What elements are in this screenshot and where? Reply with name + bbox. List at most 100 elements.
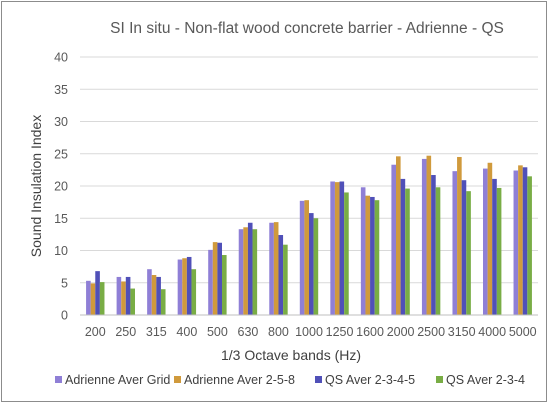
bar-adrienne-aver-2-5-8-250 [121, 281, 126, 315]
bar-qs-aver-2-3-4-250 [130, 288, 135, 315]
x-tick-label: 1600 [356, 325, 384, 339]
bar-qs-aver-2-3-4-5-630 [247, 222, 253, 315]
bar-qs-aver-2-3-4-5-3150 [461, 180, 467, 315]
bar-adrienne-aver-2-5-8-4000 [487, 162, 493, 315]
bar-qs-aver-2-3-4-5-1250 [339, 181, 345, 315]
x-tick-label: 630 [238, 325, 259, 339]
bar-qs-aver-2-3-4-5-1600 [370, 196, 375, 315]
bar-qs-aver-2-3-4-4000 [496, 187, 502, 315]
bar-qs-aver-2-3-4-5-500 [217, 242, 222, 315]
bar-qs-aver-2-3-4-1600 [374, 200, 380, 315]
x-tick-label: 1000 [295, 325, 323, 339]
bar-qs-aver-2-3-4-1000 [313, 218, 319, 315]
bar-adrienne-aver-2-5-8-500 [212, 242, 218, 315]
bars [86, 155, 532, 315]
x-axis-label: 1/3 Octave bands (Hz) [221, 347, 361, 363]
bar-qs-aver-2-3-4-2000 [405, 188, 410, 315]
bar-adrienne-aver-grid-2500 [421, 158, 427, 315]
x-axis-ticks: 200 250 315 400 500 630 800 1000 1250 1600 2000 250… [85, 325, 537, 339]
bar-qs-aver-2-3-4-5-800 [278, 235, 284, 315]
y-tick-label: 30 [54, 115, 68, 129]
bar-adrienne-aver-2-5-8-400 [182, 258, 187, 315]
bar-adrienne-aver-2-5-8-200 [90, 283, 96, 315]
x-tick-label: 200 [85, 325, 106, 339]
x-tick-label: 2000 [387, 325, 415, 339]
bar-adrienne-aver-2-5-8-2000 [396, 156, 401, 315]
legend-swatch [436, 376, 443, 383]
bar-adrienne-aver-grid-1600 [360, 187, 366, 315]
bar-adrienne-aver-2-5-8-630 [243, 227, 248, 315]
bar-adrienne-aver-grid-400 [177, 259, 183, 315]
bar-adrienne-aver-grid-200 [86, 280, 91, 315]
legend-item: QS Aver 2-3-4 [436, 373, 525, 387]
bar-qs-aver-2-3-4-5-5000 [522, 167, 528, 315]
x-tick-label: 1250 [326, 325, 354, 339]
chart-frame: SI In situ - Non-flat wood concrete barr… [1, 1, 547, 402]
bar-adrienne-aver-grid-4000 [483, 168, 488, 315]
bar-qs-aver-2-3-4-5-2500 [431, 175, 436, 315]
bar-qs-aver-2-3-4-800 [283, 244, 288, 315]
legend: Adrienne Aver Grid Adrienne Aver 2-5-8 QS … [55, 373, 525, 387]
legend-item: Adrienne Aver Grid [55, 373, 170, 387]
bar-qs-aver-2-3-4-5000 [527, 176, 532, 315]
y-tick-label: 40 [54, 51, 68, 65]
legend-label: Adrienne Aver Grid [65, 373, 170, 387]
bar-adrienne-aver-2-5-8-1250 [334, 182, 340, 315]
bar-adrienne-aver-grid-2000 [391, 164, 396, 315]
bar-qs-aver-2-3-4-400 [191, 269, 197, 315]
bar-adrienne-aver-2-5-8-1000 [304, 200, 309, 315]
legend-label: QS Aver 2-3-4 [446, 373, 525, 387]
y-tick-label: 10 [54, 244, 68, 258]
legend-label: Adrienne Aver 2-5-8 [184, 373, 295, 387]
y-tick-label: 15 [54, 212, 68, 226]
bar-adrienne-aver-2-5-8-5000 [518, 165, 523, 315]
bar-qs-aver-2-3-4-5-250 [125, 276, 131, 315]
bar-adrienne-aver-grid-5000 [513, 170, 519, 315]
legend-item: QS Aver 2-3-4-5 [315, 373, 415, 387]
legend-swatch [55, 376, 62, 383]
bar-qs-aver-2-3-4-200 [99, 282, 105, 315]
bar-qs-aver-2-3-4-1250 [344, 192, 349, 315]
x-tick-label: 3150 [448, 325, 476, 339]
x-tick-label: 250 [115, 325, 136, 339]
legend-swatch [315, 376, 322, 383]
bar-adrienne-aver-2-5-8-315 [151, 275, 157, 315]
bar-qs-aver-2-3-4-5-1000 [309, 213, 314, 315]
x-tick-label: 2500 [417, 325, 445, 339]
bar-qs-aver-2-3-4-500 [222, 255, 227, 315]
y-tick-label: 20 [54, 180, 68, 194]
bar-qs-aver-2-3-4-2500 [435, 187, 441, 315]
bar-qs-aver-2-3-4-5-400 [186, 256, 192, 315]
x-tick-label: 315 [146, 325, 167, 339]
bar-qs-aver-2-3-4-5-2000 [400, 178, 406, 315]
bar-adrienne-aver-grid-630 [238, 229, 244, 315]
legend-label: QS Aver 2-3-4-5 [325, 373, 415, 387]
bar-qs-aver-2-3-4-5-4000 [492, 178, 497, 315]
bar-adrienne-aver-2-5-8-1600 [365, 195, 371, 315]
y-tick-label: 25 [54, 147, 68, 161]
y-tick-label: 5 [61, 276, 68, 290]
bar-adrienne-aver-grid-800 [269, 222, 274, 315]
legend-item: Adrienne Aver 2-5-8 [174, 373, 295, 387]
x-tick-label: 4000 [478, 325, 506, 339]
bar-adrienne-aver-grid-1000 [299, 200, 305, 315]
bar-qs-aver-2-3-4-3150 [466, 191, 471, 315]
bar-adrienne-aver-2-5-8-800 [273, 222, 279, 315]
y-axis-label: Sound Insulation Index [28, 115, 44, 257]
y-axis-ticks: 0 5 10 15 20 25 30 35 40 [54, 51, 68, 323]
bar-qs-aver-2-3-4-630 [252, 229, 258, 315]
legend-swatch [174, 376, 181, 383]
x-tick-label: 500 [207, 325, 228, 339]
x-tick-label: 400 [176, 325, 197, 339]
bar-adrienne-aver-grid-1250 [330, 181, 335, 315]
bar-adrienne-aver-grid-250 [116, 276, 122, 315]
chart-title: SI In situ - Non-flat wood concrete barr… [110, 20, 504, 37]
bar-qs-aver-2-3-4-5-315 [156, 276, 161, 315]
bar-qs-aver-2-3-4-5-200 [95, 271, 100, 315]
bar-adrienne-aver-2-5-8-2500 [426, 155, 432, 315]
bar-adrienne-aver-grid-3150 [452, 171, 458, 315]
y-tick-label: 35 [54, 83, 68, 97]
x-tick-label: 800 [268, 325, 289, 339]
bar-adrienne-aver-2-5-8-3150 [457, 156, 462, 315]
